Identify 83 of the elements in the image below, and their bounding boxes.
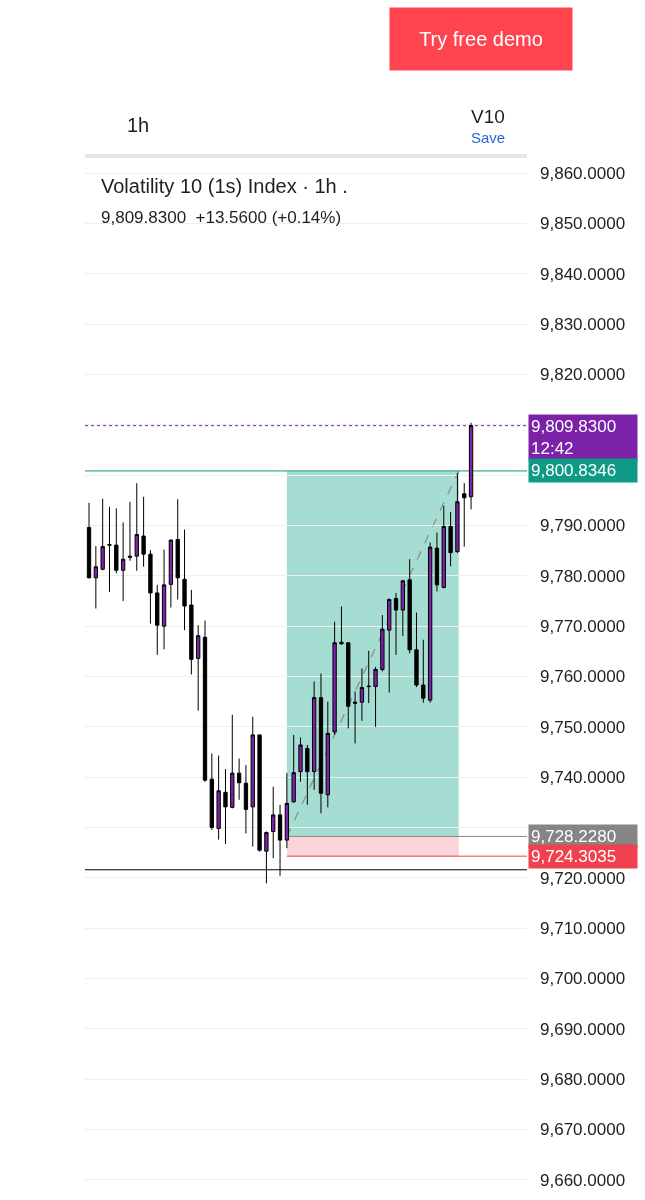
y-tick-label: 9,740.0000 — [540, 768, 626, 788]
candlestick — [434, 532, 440, 592]
candlestick — [427, 542, 433, 704]
candlestick — [346, 642, 351, 729]
candlestick — [291, 734, 296, 804]
y-tick-label: 9,750.0000 — [540, 717, 626, 737]
y-tick-label: 9,690.0000 — [540, 1019, 626, 1039]
ref-line-label: 9,800.8346 — [531, 461, 617, 480]
candlestick — [271, 786, 276, 859]
candlestick — [462, 482, 467, 548]
candlestick — [155, 584, 160, 656]
candlestick — [168, 539, 174, 609]
candlestick — [373, 666, 378, 728]
text: V10 — [471, 106, 505, 127]
candlestick — [407, 558, 412, 654]
ref-line-label: 9,728.2280 — [531, 827, 617, 846]
candlestick — [366, 650, 371, 704]
y-tick-label: 9,820.0000 — [540, 365, 626, 385]
candlestick — [189, 589, 194, 675]
text: Volatility 10 (1s) Index · 1h . — [101, 175, 348, 197]
candlestick — [236, 758, 242, 801]
y-tick-label: 9,710.0000 — [540, 919, 626, 939]
y-tick-label: 9,680.0000 — [540, 1070, 626, 1090]
y-tick-label: 9,660.0000 — [540, 1170, 626, 1190]
y-tick-label: 9,860.0000 — [540, 164, 626, 184]
candlestick — [468, 422, 474, 510]
candlestick — [298, 736, 303, 783]
y-tick-label: 9,720.0000 — [540, 868, 626, 888]
candlestick — [387, 597, 392, 694]
ref-line-label: 9,809.8300 12:42 — [531, 417, 617, 459]
y-tick-label: 9,670.0000 — [540, 1120, 626, 1140]
candlestick — [196, 624, 201, 712]
candlestick — [120, 521, 126, 602]
candlestick — [148, 549, 153, 625]
candlestick — [134, 482, 139, 572]
y-tick-label: 9,780.0000 — [540, 566, 626, 586]
text: 9,809.8300 +13.5600 (+0.14%) — [101, 208, 342, 227]
candlestick — [202, 620, 208, 783]
y-tick-label: 9,770.0000 — [540, 617, 626, 637]
candlestick — [332, 621, 337, 736]
text: Try free demo — [419, 28, 543, 50]
candlestick — [141, 496, 146, 568]
y-tick-label: 9,760.0000 — [540, 667, 626, 687]
candlestick — [93, 545, 99, 610]
text: 1h — [127, 114, 150, 136]
candlestick — [352, 691, 358, 744]
candlestick — [359, 667, 365, 722]
candlestick — [257, 734, 262, 853]
candlestick — [161, 549, 167, 650]
candlestick — [421, 639, 426, 704]
candlestick — [325, 701, 330, 808]
candlestick — [107, 506, 112, 593]
candlestick — [243, 764, 249, 835]
y-tick-label: 9,700.0000 — [540, 969, 626, 989]
candlestick — [230, 714, 235, 809]
y-tick-label: 9,840.0000 — [540, 264, 626, 284]
ref-line-label: 9,724.3035 — [531, 847, 617, 866]
candlestick — [400, 579, 406, 637]
candlestick — [455, 472, 460, 554]
candlestick — [182, 529, 187, 631]
candlestick — [305, 744, 310, 806]
candlestick — [311, 681, 317, 791]
y-tick-label: 9,790.0000 — [540, 516, 626, 536]
candlestick — [448, 511, 453, 567]
candlestick — [393, 592, 399, 656]
candlestick — [339, 606, 344, 646]
y-tick-label: 9,850.0000 — [540, 214, 626, 234]
candlestick — [100, 498, 105, 571]
candlestick — [414, 612, 419, 688]
candlestick — [441, 505, 446, 589]
candlestick — [318, 672, 324, 814]
candlestick — [216, 755, 221, 841]
candlestick — [175, 498, 180, 600]
candlestick — [127, 501, 133, 562]
candlestick — [284, 772, 290, 849]
candlestick — [114, 507, 119, 574]
y-tick-label: 9,830.0000 — [540, 315, 626, 335]
candlestick — [223, 768, 228, 845]
candlestick — [86, 502, 92, 579]
candlestick — [209, 753, 214, 831]
candlestick — [380, 614, 385, 672]
candlestick — [250, 716, 255, 848]
text: Save — [471, 129, 506, 146]
